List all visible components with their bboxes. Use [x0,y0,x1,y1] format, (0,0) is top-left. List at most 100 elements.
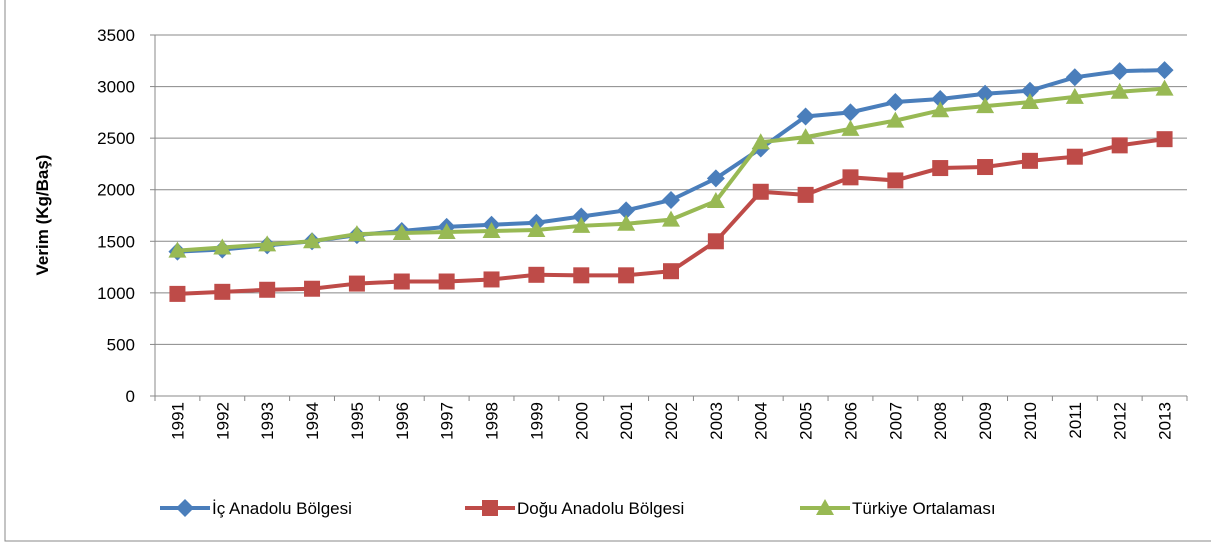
x-tick-label: 1994 [303,402,322,440]
x-tick-label: 1999 [527,402,546,440]
y-tick-label: 2500 [97,129,135,148]
point [259,281,276,298]
x-tick-label: 2006 [841,402,860,440]
point [527,220,546,237]
y-tick-label: 3000 [97,78,135,97]
point [1065,87,1084,104]
point [707,233,724,250]
x-tick-label: 2013 [1156,402,1175,440]
point [1065,68,1084,87]
point [213,238,232,255]
point [438,273,455,290]
legend-label: Doğu Anadolu Bölgesi [517,499,684,518]
point [706,169,725,188]
point [977,159,994,176]
legend-label: Türkiye Ortalaması [852,499,996,518]
point [572,216,591,233]
x-tick-label: 2010 [1021,402,1040,440]
point [706,192,725,209]
x-tick-label: 2001 [617,402,636,440]
x-tick-label: 1991 [168,402,187,440]
x-tick-label: 2011 [1066,402,1085,439]
point [393,273,410,290]
point [1155,79,1174,96]
y-tick-label: 1500 [97,232,135,251]
point [1110,82,1129,99]
point [303,232,322,249]
x-tick-label: 1993 [258,402,277,440]
x-tick-label: 2002 [662,402,681,440]
point [797,186,814,203]
y-tick-label: 0 [126,387,135,406]
point [931,101,950,118]
point [886,111,905,128]
point [841,119,860,136]
point [214,283,231,300]
point [483,271,500,288]
point [752,183,769,200]
point [1110,62,1129,81]
point [437,223,456,240]
point [347,225,366,242]
point [976,97,995,114]
point [796,128,815,145]
point [886,93,905,112]
y-tick-label: 500 [107,335,135,354]
point [392,224,411,241]
x-tick-label: 2000 [572,402,591,440]
point [932,160,949,177]
point [304,280,321,297]
y-axis-label: Verim (Kg/Baş) [33,155,52,276]
x-tick-label: 2005 [797,402,816,440]
x-tick-label: 2004 [752,402,771,440]
point [573,267,590,284]
y-tick-label: 3500 [97,26,135,45]
point [572,207,591,226]
point [617,214,636,231]
legend-marker [816,499,834,515]
point [887,172,904,189]
point [663,263,679,280]
point [976,84,995,103]
point [1111,137,1128,154]
point [168,241,187,258]
point [931,89,950,108]
x-tick-label: 1998 [483,402,502,440]
point [751,133,770,150]
x-tick-label: 2007 [886,402,905,440]
point [617,201,636,220]
point [1066,148,1083,165]
chart-border [4,0,1211,542]
legend-marker [176,499,194,517]
point [662,210,680,227]
point [169,285,186,302]
point [1020,93,1039,110]
x-tick-label: 2008 [931,402,950,440]
point [841,103,860,122]
legend-label: İç Anadolu Bölgesi [212,499,352,518]
x-tick-label: 1995 [348,402,367,440]
y-tick-label: 1000 [97,284,135,303]
point [796,107,815,126]
point [528,266,545,283]
point [1020,81,1039,100]
x-tick-label: 1992 [213,402,232,440]
point [1021,152,1038,169]
point [1156,131,1173,148]
point [662,191,680,210]
legend-marker [482,500,498,516]
point [1155,61,1174,80]
point [618,267,635,284]
point [482,221,501,238]
point [842,169,859,186]
x-tick-label: 1997 [438,402,457,440]
x-tick-label: 1996 [393,402,412,440]
x-tick-label: 2003 [707,402,726,440]
point [348,275,365,292]
x-tick-label: 2012 [1111,402,1130,440]
point [258,235,277,252]
y-tick-label: 2000 [97,181,135,200]
x-tick-label: 2009 [976,402,995,440]
